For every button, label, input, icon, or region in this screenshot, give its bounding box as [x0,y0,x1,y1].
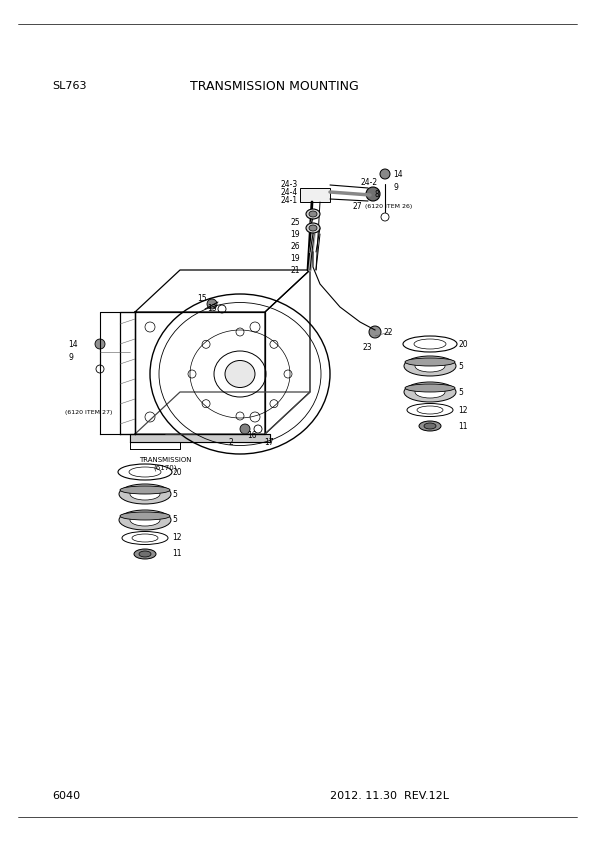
Ellipse shape [424,423,436,429]
Ellipse shape [306,209,320,219]
Ellipse shape [309,225,317,231]
Text: 24-4: 24-4 [280,188,298,196]
Text: 17: 17 [264,438,274,446]
Ellipse shape [225,360,255,387]
Text: 9: 9 [393,183,398,191]
Text: 27: 27 [352,201,362,210]
Text: 14: 14 [68,339,77,349]
Circle shape [369,326,381,338]
Circle shape [366,187,380,201]
Ellipse shape [120,512,170,520]
Polygon shape [130,434,270,442]
Text: 5: 5 [172,515,177,525]
Text: 8: 8 [374,189,379,199]
Text: 21: 21 [290,265,299,274]
Text: 25: 25 [290,217,300,226]
FancyBboxPatch shape [300,188,330,202]
Text: 19: 19 [290,253,300,263]
Text: 20: 20 [172,467,181,477]
Text: 5: 5 [458,387,463,397]
Circle shape [380,169,390,179]
Ellipse shape [415,360,445,372]
Text: 24-3: 24-3 [280,179,298,189]
Text: 2012. 11.30  REV.12L: 2012. 11.30 REV.12L [330,791,449,801]
Text: 12: 12 [458,406,468,414]
Ellipse shape [130,488,160,500]
Ellipse shape [415,386,445,398]
Circle shape [240,424,250,434]
Text: 24-1: 24-1 [280,195,297,205]
Text: 24-2: 24-2 [360,178,377,186]
Ellipse shape [130,514,160,526]
Ellipse shape [119,510,171,530]
Circle shape [207,299,217,309]
Text: 20: 20 [458,339,468,349]
Text: SL763: SL763 [52,81,86,91]
Text: 5: 5 [172,489,177,498]
Text: 6040: 6040 [52,791,80,801]
Text: 11: 11 [172,550,181,558]
Ellipse shape [120,486,170,494]
Text: 23: 23 [362,343,372,351]
Text: 22: 22 [383,328,393,337]
Ellipse shape [404,356,456,376]
Text: TRANSMISSION MOUNTING: TRANSMISSION MOUNTING [190,79,359,93]
Text: 13: 13 [207,303,217,312]
Ellipse shape [404,382,456,402]
Text: 2: 2 [228,438,233,446]
Ellipse shape [306,223,320,233]
Ellipse shape [119,484,171,504]
Text: (6120 ITEM 26): (6120 ITEM 26) [365,204,412,209]
Text: 12: 12 [172,534,181,542]
Text: 15: 15 [197,294,206,302]
Text: 5: 5 [458,361,463,370]
Text: 16: 16 [247,430,256,440]
Text: 14: 14 [393,169,403,179]
Text: 19: 19 [290,230,300,238]
Ellipse shape [309,211,317,217]
Text: 9: 9 [68,353,73,361]
Ellipse shape [134,549,156,559]
Text: 26: 26 [290,242,300,251]
Text: TRANSMISSION
(6170): TRANSMISSION (6170) [139,457,191,471]
Ellipse shape [139,551,151,557]
Text: 11: 11 [458,422,468,430]
Ellipse shape [405,384,455,392]
Circle shape [95,339,105,349]
Text: (6120 ITEM 27): (6120 ITEM 27) [65,409,112,414]
Ellipse shape [419,421,441,431]
Ellipse shape [405,358,455,366]
